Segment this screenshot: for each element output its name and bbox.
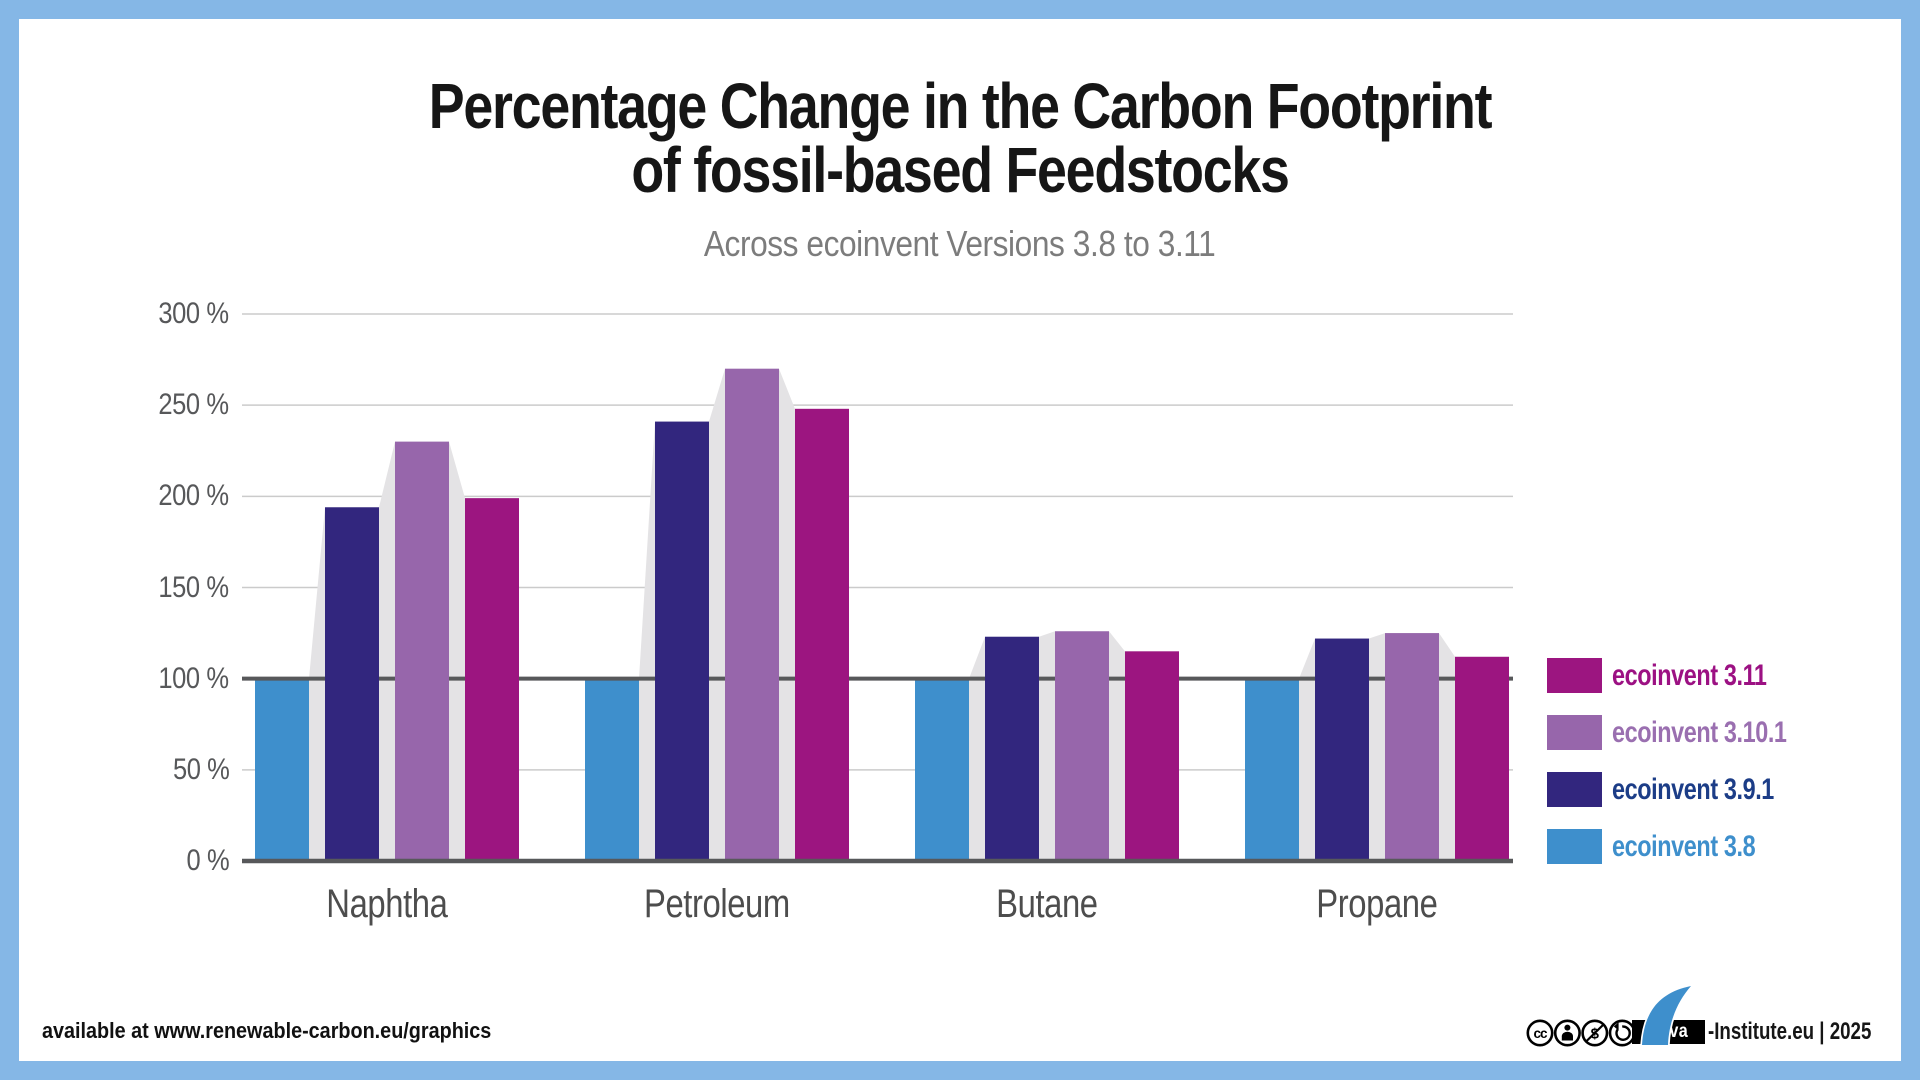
nova-swoosh-icon xyxy=(1640,985,1695,1047)
cc-icon: cc xyxy=(1526,1019,1554,1047)
legend-label: ecoinvent 3.9.1 xyxy=(1612,773,1774,806)
category-label-petroleum: Petroleum xyxy=(644,882,790,926)
bar xyxy=(915,678,969,859)
bar-shadow xyxy=(915,631,1179,859)
bar xyxy=(1245,678,1299,859)
y-tick-label: 50 % xyxy=(172,752,230,786)
legend-swatch xyxy=(1547,658,1602,693)
category-label-naphtha: Naphtha xyxy=(326,882,448,926)
legend-label: ecoinvent 3.10.1 xyxy=(1612,716,1787,749)
cc-sa-icon xyxy=(1608,1019,1636,1047)
legend-swatch xyxy=(1547,715,1602,750)
bar-shadow xyxy=(1245,633,1509,859)
y-tick-label: 200 % xyxy=(158,479,230,513)
y-tick-label: 250 % xyxy=(158,388,230,422)
title-line-2: of fossil-based Feedstocks xyxy=(631,134,1290,206)
y-tick-label: 0 % xyxy=(186,844,229,877)
bar-shadow xyxy=(255,441,519,859)
category-label-butane: Butane xyxy=(996,882,1098,926)
y-tick-label: 100 % xyxy=(158,661,230,695)
bar xyxy=(725,368,779,859)
source-link-text: available at www.renewable-carbon.eu/gra… xyxy=(42,1018,492,1043)
bar xyxy=(655,421,709,859)
svg-text:cc: cc xyxy=(1533,1026,1548,1041)
y-tick-label: 300 % xyxy=(158,297,230,330)
bar xyxy=(465,498,519,859)
page-title: Percentage Change in the Carbon Footprin… xyxy=(0,74,1920,202)
bar xyxy=(325,507,379,859)
legend-swatch xyxy=(1547,829,1602,864)
title-line-1: Percentage Change in the Carbon Footprin… xyxy=(428,70,1493,142)
bar xyxy=(1055,631,1109,859)
bar-shadow xyxy=(585,368,849,859)
bar xyxy=(1455,656,1509,859)
cc-license-icons: cc $ xyxy=(1526,1019,1636,1047)
bar xyxy=(585,678,639,859)
bar xyxy=(255,678,309,859)
institute-text: -Institute.eu | 2025 xyxy=(1708,1018,1872,1045)
bar xyxy=(1385,633,1439,859)
bar xyxy=(1125,651,1179,859)
legend-label: ecoinvent 3.11 xyxy=(1612,659,1767,692)
legend-swatch xyxy=(1547,772,1602,807)
bar xyxy=(985,636,1039,859)
legend-label: ecoinvent 3.8 xyxy=(1612,830,1756,863)
bar xyxy=(795,408,849,859)
cc-nc-icon: $ xyxy=(1581,1019,1609,1047)
cc-by-icon xyxy=(1553,1019,1581,1047)
category-label-propane: Propane xyxy=(1316,882,1438,926)
subtitle: Across ecoinvent Versions 3.8 to 3.11 xyxy=(704,223,1216,264)
bar xyxy=(1315,638,1369,859)
y-tick-label: 150 % xyxy=(158,570,230,604)
bar xyxy=(395,441,449,859)
